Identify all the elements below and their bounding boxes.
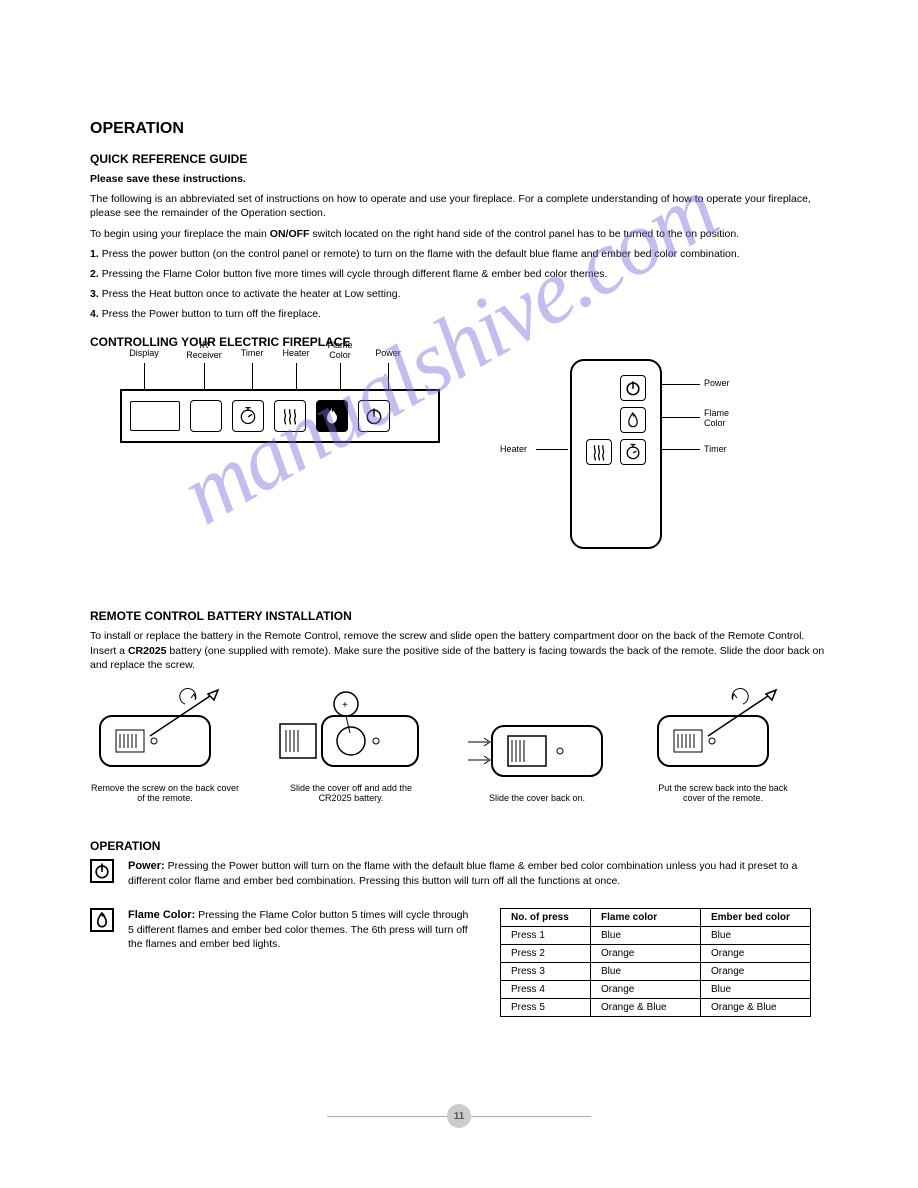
op-power-text: Pressing the Power button will turn on t… <box>128 860 797 887</box>
op-power-label: Power: <box>128 860 165 872</box>
diagram-row: Display IR Receiver Timer Heater Flame C… <box>90 389 830 549</box>
quick-bullet-3: 3. Press the Heat button once to activat… <box>90 287 830 301</box>
table-header-row: No. of press Flame color Ember bed color <box>501 908 811 926</box>
quick-bullet-4: 4. Press the Power button to turn off th… <box>90 307 830 321</box>
leader-power: Power <box>368 349 408 359</box>
table-row: Press 5Orange & BlueOrange & Blue <box>501 998 811 1016</box>
leader-timer: Timer <box>232 349 272 359</box>
leader-flame: Flame Color <box>320 341 360 361</box>
op-power-block: Power: Pressing the Power button will tu… <box>90 859 830 894</box>
flame-color-table: No. of press Flame color Ember bed color… <box>500 908 811 1017</box>
remote-back-icon <box>90 686 240 776</box>
quick-bullet-1: 1. Press the power button (on the contro… <box>90 247 830 261</box>
remote-label-heater: Heater <box>500 445 527 455</box>
page-title: OPERATION <box>90 120 830 138</box>
remote-power-button[interactable] <box>620 375 646 401</box>
table-row: Press 2OrangeOrange <box>501 944 811 962</box>
control-panel-box <box>120 389 440 443</box>
timer-icon <box>623 442 643 462</box>
flame-icon <box>623 410 643 430</box>
remote-label-timer: Timer <box>704 445 727 455</box>
panel-flame-button[interactable] <box>316 400 348 432</box>
battery-step-1: Remove the screw on the back cover of th… <box>90 686 240 803</box>
remote-close-icon <box>462 696 612 786</box>
battery-step-3: Slide the cover back on. <box>462 696 612 803</box>
remote-diagram <box>570 359 662 549</box>
battery-heading: REMOTE CONTROL BATTERY INSTALLATION <box>90 609 830 623</box>
footer-line-left <box>327 1116 447 1117</box>
remote-label-flame: Flame Color <box>704 409 744 429</box>
page-number: 11 <box>447 1104 471 1128</box>
power-icon <box>364 406 384 426</box>
table-row: Press 1BlueBlue <box>501 926 811 944</box>
remote-screw-icon <box>648 686 798 776</box>
battery-p1: To install or replace the battery in the… <box>90 629 830 672</box>
control-panel-diagram: Display IR Receiver Timer Heater Flame C… <box>120 389 440 443</box>
heat-icon <box>280 406 300 426</box>
leader-display: Display <box>116 349 172 359</box>
timer-icon <box>238 406 258 426</box>
remote-label-power: Power <box>704 379 730 389</box>
remote-heater-button[interactable] <box>586 439 612 465</box>
power-icon-box <box>90 859 114 883</box>
table-row: Press 4OrangeBlue <box>501 980 811 998</box>
battery-step-2: + Slide the cover off and add the CR2025… <box>276 686 426 803</box>
remote-flame-button[interactable] <box>620 407 646 433</box>
flame-icon <box>322 406 342 426</box>
quick-heading: QUICK REFERENCE GUIDE <box>90 152 830 166</box>
page-footer: 11 <box>0 1104 918 1128</box>
flame-icon-box <box>90 908 114 932</box>
panel-power-button[interactable] <box>358 400 390 432</box>
leader-receiver: IR Receiver <box>184 341 224 361</box>
power-icon <box>623 378 643 398</box>
battery-step-4: Put the screw back into the back cover o… <box>648 686 798 803</box>
heat-icon <box>589 442 609 462</box>
table-row: Press 3BlueOrange <box>501 962 811 980</box>
panel-ir-receiver <box>190 400 222 432</box>
panel-timer-button[interactable] <box>232 400 264 432</box>
quick-bullet-2: 2. Pressing the Flame Color button five … <box>90 267 830 281</box>
leader-heater: Heater <box>276 349 316 359</box>
battery-steps: Remove the screw on the back cover of th… <box>90 686 830 803</box>
power-icon <box>92 861 112 881</box>
svg-text:+: + <box>342 700 348 711</box>
op-flame-label: Flame Color: <box>128 909 195 921</box>
panel-display <box>130 401 180 431</box>
page-content: OPERATION QUICK REFERENCE GUIDE Please s… <box>90 120 830 1017</box>
quick-p2: To begin using your fireplace the main O… <box>90 227 830 241</box>
remote-timer-button[interactable] <box>620 439 646 465</box>
flame-icon <box>92 910 112 930</box>
operation-heading: OPERATION <box>90 839 830 853</box>
quick-subheading: Please save these instructions. <box>90 173 246 185</box>
panel-heater-button[interactable] <box>274 400 306 432</box>
footer-line-right <box>471 1116 591 1117</box>
quick-p1: The following is an abbreviated set of i… <box>90 192 830 220</box>
remote-open-icon: + <box>276 686 426 776</box>
